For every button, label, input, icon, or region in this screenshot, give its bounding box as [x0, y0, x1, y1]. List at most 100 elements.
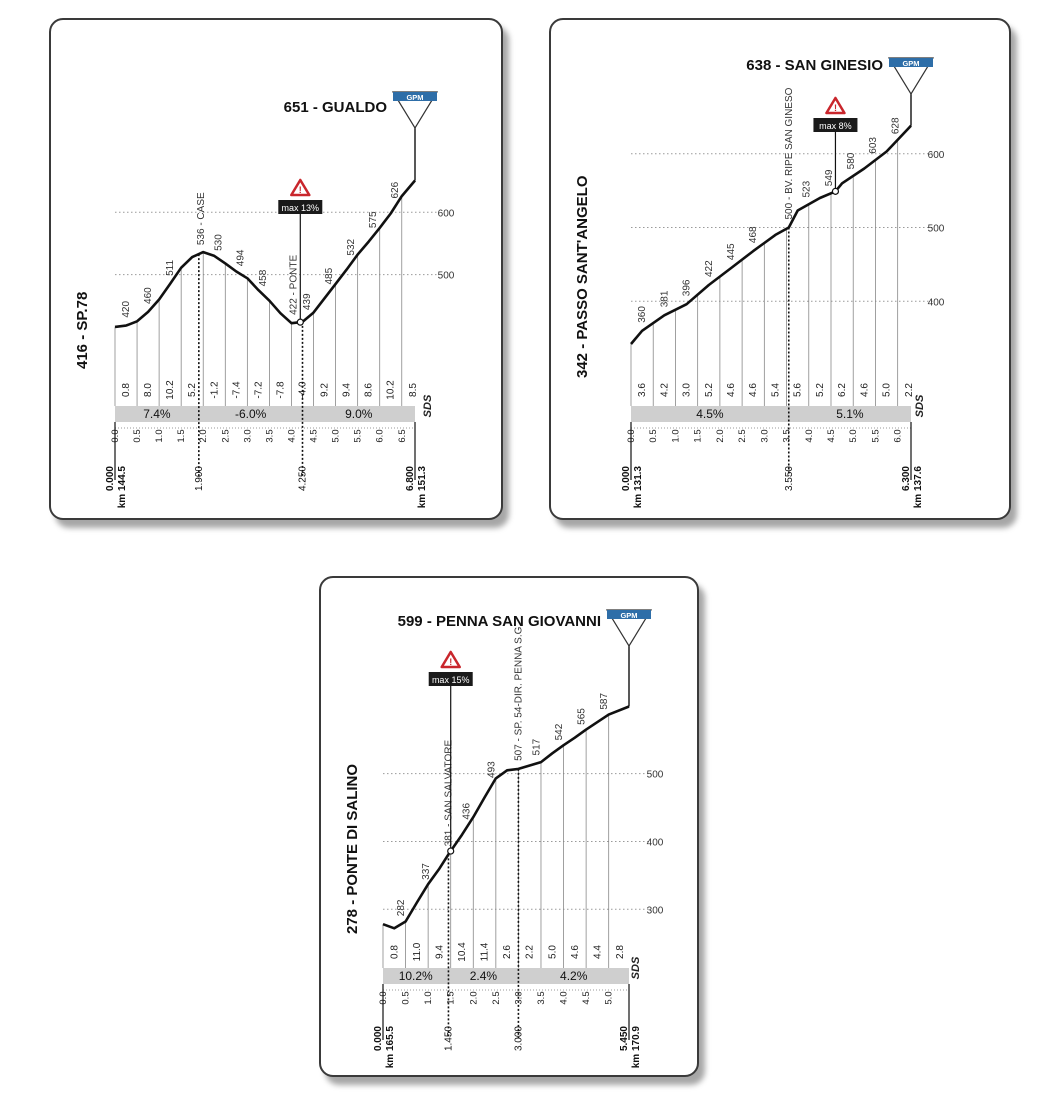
start-label: 416 - SP.78	[74, 292, 91, 369]
elevation-point-label: 580	[846, 152, 857, 169]
segment-grade-label: 4.2	[659, 383, 670, 397]
distance-mark-label: 0.000	[373, 1026, 384, 1051]
segment-grade-label: 9.2	[320, 383, 331, 397]
segment-grade-label: 4.6	[748, 383, 759, 397]
y-tick-label: 500	[647, 770, 664, 781]
distance-km-label: km 131.3	[633, 466, 644, 509]
segment-grade-label: 10.2	[165, 380, 176, 400]
x-tick-label: 1.5	[446, 991, 457, 1004]
segment-grade-label: 8.5	[408, 383, 419, 397]
x-tick-label: 2.0	[715, 429, 726, 442]
max-gradient-box	[278, 200, 323, 214]
segment-grade-label: 2.2	[525, 945, 536, 959]
segment-grade-label: 9.4	[434, 945, 445, 959]
x-tick-label: 4.5	[309, 429, 320, 442]
x-tick-label: 5.0	[848, 429, 859, 442]
x-tick-label: 3.5	[782, 429, 793, 442]
segment-grade-label: 3.6	[637, 383, 648, 397]
distance-mark-label: 6.800	[405, 466, 416, 491]
x-tick-label: 3.5	[264, 429, 275, 442]
max-gradient-label: max 13%	[282, 203, 320, 213]
x-tick-label: 5.5	[870, 429, 881, 442]
segment-grade-label: 6.2	[837, 383, 848, 397]
distance-mark-label: 1.450	[443, 1026, 454, 1051]
x-tick-label: 3.0	[759, 429, 770, 442]
start-label: 278 - PONTE DI SALINO	[344, 764, 361, 934]
elevation-point-label: 422	[704, 260, 715, 277]
segment-grade-label: 4.6	[570, 945, 581, 959]
elevation-point-label: 445	[726, 243, 737, 260]
x-tick-label: 0.5	[132, 429, 143, 442]
segment-grade-label: 5.2	[815, 383, 826, 397]
elevation-point-label: 628	[890, 117, 901, 134]
climb-title: 638 - SAN GINESIO	[746, 57, 883, 74]
elevation-point-label: 532	[346, 238, 357, 255]
x-tick-label: 2.0	[468, 991, 479, 1004]
profile-card-gualdo: 500 600 0.8 8.0 10.2 5.2 -1.2 -7.4 -7.2 -7.8 -4.0 9…	[49, 18, 503, 520]
section-gradient-label: -6.0%	[235, 407, 267, 421]
elevation-point-label: 360	[637, 306, 648, 323]
x-tick-label: 1.0	[154, 429, 165, 442]
section-gradient-label: 7.4%	[143, 407, 171, 421]
segment-grade-label: 8.6	[364, 383, 375, 397]
segment-grade-label: 0.8	[389, 945, 400, 959]
segment-grade-label: 3.0	[682, 383, 693, 397]
elevation-point-label: 436	[462, 803, 473, 820]
gpm-badge-label: GPM	[902, 59, 919, 68]
distance-mark-label: 6.300	[901, 466, 912, 491]
distance-mark-label: 0.000	[621, 466, 632, 491]
elevation-point-label: 511	[165, 260, 176, 276]
x-tick-label: 2.5	[737, 429, 748, 442]
warning-triangle-icon	[440, 650, 461, 669]
x-tick-label: 4.0	[804, 429, 815, 442]
elevation-point-label: 439	[302, 293, 313, 310]
distance-km-label: km 137.6	[913, 466, 924, 509]
x-tick-label: 2.0	[198, 429, 209, 442]
max-gradient-label: max 8%	[819, 121, 852, 131]
elevation-point-label: 381	[659, 290, 670, 307]
distance-mark-label: 4.250	[298, 466, 309, 491]
y-tick-label: 400	[928, 297, 945, 308]
max-point-marker	[831, 187, 840, 195]
x-tick-label: 5.0	[331, 429, 342, 442]
elevation-point-label: 468	[748, 226, 759, 243]
profile-card-penna-san-giovanni: 300 400 500 0.8 11.0 9.4 10.4 11.4 2.6 2.2 5.0 4.6 4…	[319, 576, 699, 1077]
elevation-point-label: 517	[531, 738, 542, 755]
max-point-marker	[447, 847, 455, 855]
segment-grade-label: 0.8	[121, 383, 132, 397]
distance-mark-label: 3.000	[513, 1026, 524, 1051]
y-tick-label: 400	[647, 837, 664, 848]
segment-grade-label: -7.2	[253, 381, 264, 399]
profile-chart-san-ginesio: 400 500 600 3.6 4.2 3.0 5.2 4.6 4.6 5.4 5.6 5.2 6.2 4…	[574, 57, 945, 509]
elevation-point-label: 603	[868, 137, 879, 154]
segment-grade-label: 4.4	[592, 945, 603, 959]
max-gradient-box	[428, 672, 473, 686]
section-gradient-label: 2.4%	[470, 969, 498, 983]
sds-logo: SDS	[630, 956, 642, 979]
segment-grade-label: 2.8	[615, 945, 626, 959]
profile-card-san-ginesio: 400 500 600 3.6 4.2 3.0 5.2 4.6 4.6 5.4 5.6 5.2 6.2 4…	[549, 18, 1011, 520]
section-gradient-label: 9.0%	[345, 407, 373, 421]
distance-km-label: km 151.3	[417, 466, 428, 509]
segment-grade-label: 2.2	[904, 383, 915, 397]
elevation-point-label: 485	[324, 267, 335, 284]
sds-logo: SDS	[422, 394, 434, 417]
x-tick-label: 4.0	[286, 429, 297, 442]
x-tick-label: 4.0	[559, 991, 570, 1004]
elevation-profile-line	[630, 124, 912, 345]
x-tick-label: 4.5	[826, 429, 837, 442]
segment-grade-label: 11.0	[412, 942, 423, 961]
profile-chart-gualdo: 500 600 0.8 8.0 10.2 5.2 -1.2 -7.4 -7.2 -7.8 -4.0 9…	[74, 91, 455, 509]
section-gradient-label: 4.5%	[696, 407, 724, 421]
elevation-point-label: 507 - SP. 54-DIR. PENNA S.G.	[513, 624, 524, 761]
x-tick-label: 5.5	[353, 429, 364, 442]
distance-km-label: km 144.5	[117, 466, 128, 509]
max-point-marker	[296, 318, 304, 326]
segment-grade-label: 10.4	[457, 942, 468, 962]
elevation-point-label: 575	[368, 211, 379, 228]
distance-km-label: km 170.9	[631, 1026, 642, 1069]
x-tick-label: 4.5	[581, 991, 592, 1004]
elevation-point-label: 396	[682, 279, 693, 296]
segment-grade-label: -7.4	[231, 381, 242, 399]
x-tick-label: 0.5	[401, 991, 412, 1004]
